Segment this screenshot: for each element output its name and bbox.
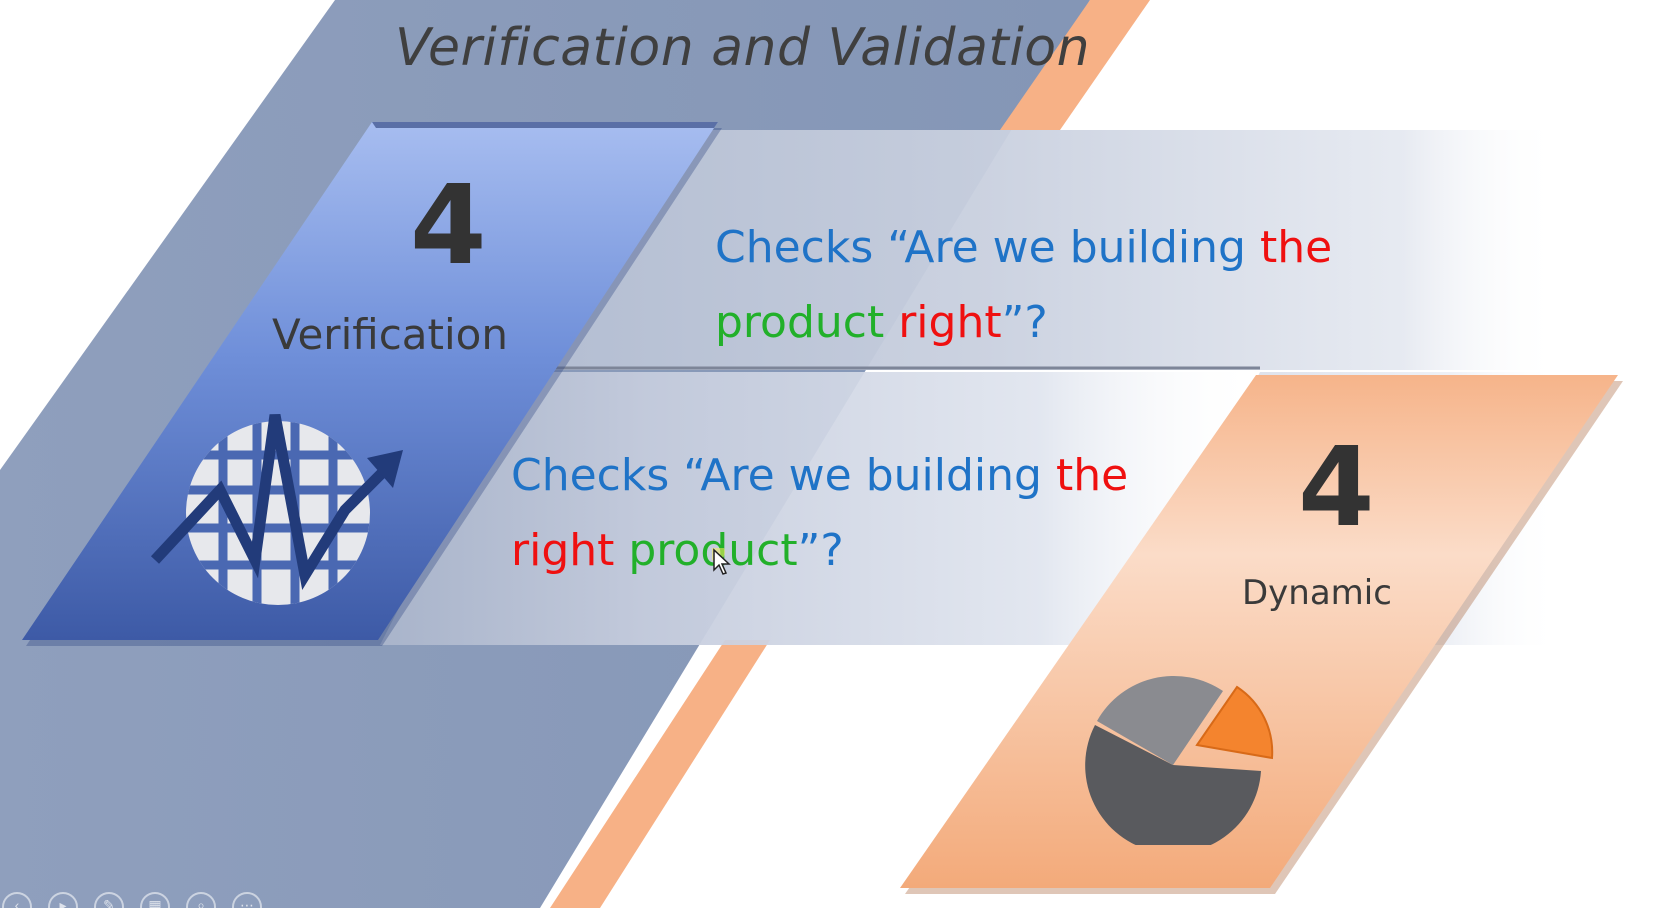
q2-line2-part3: ”? [797, 525, 844, 576]
slide-title: Verification and Validation [395, 18, 1091, 78]
previous-icon[interactable]: ‹ [2, 892, 32, 908]
q1-line2-part3: ”? [1001, 297, 1048, 348]
slides-icon[interactable]: ▦ [140, 892, 170, 908]
globe-chart-icon [150, 413, 403, 605]
verification-number: 4 [410, 161, 487, 289]
q2-line1-part2: the [1055, 450, 1129, 501]
question-verification-line1: Checks “Are we building the [715, 210, 1332, 285]
question-validation: Checks “Are we building the right produc… [511, 438, 1128, 588]
q1-line2-part2: right [898, 297, 1002, 348]
q1-line1-part2: the [1259, 222, 1333, 273]
verification-label: Verification [272, 310, 508, 359]
q1-line1-part1: Checks “Are we building [715, 222, 1260, 273]
dynamic-number: 4 [1298, 423, 1375, 551]
pen-icon[interactable]: ✎ [94, 892, 124, 908]
mouse-cursor-icon [712, 548, 731, 575]
more-icon[interactable]: ⋯ [232, 892, 262, 908]
question-validation-line2: right product”? [511, 513, 1128, 588]
zoom-icon[interactable]: ⌕ [186, 892, 216, 908]
question-validation-line1: Checks “Are we building the [511, 438, 1128, 513]
pie-chart-icon [1085, 675, 1274, 845]
question-verification-line2: product right”? [715, 285, 1332, 360]
q2-line1-part1: Checks “Are we building [511, 450, 1056, 501]
q2-line2-part1: right [511, 525, 629, 576]
presentation-controls: ‹ ▸ ✎ ▦ ⌕ ⋯ [0, 888, 300, 908]
dynamic-label: Dynamic [1242, 573, 1392, 613]
play-icon[interactable]: ▸ [48, 892, 78, 908]
question-verification: Checks “Are we building the product righ… [715, 210, 1332, 360]
q1-line2-part1: product [715, 297, 899, 348]
